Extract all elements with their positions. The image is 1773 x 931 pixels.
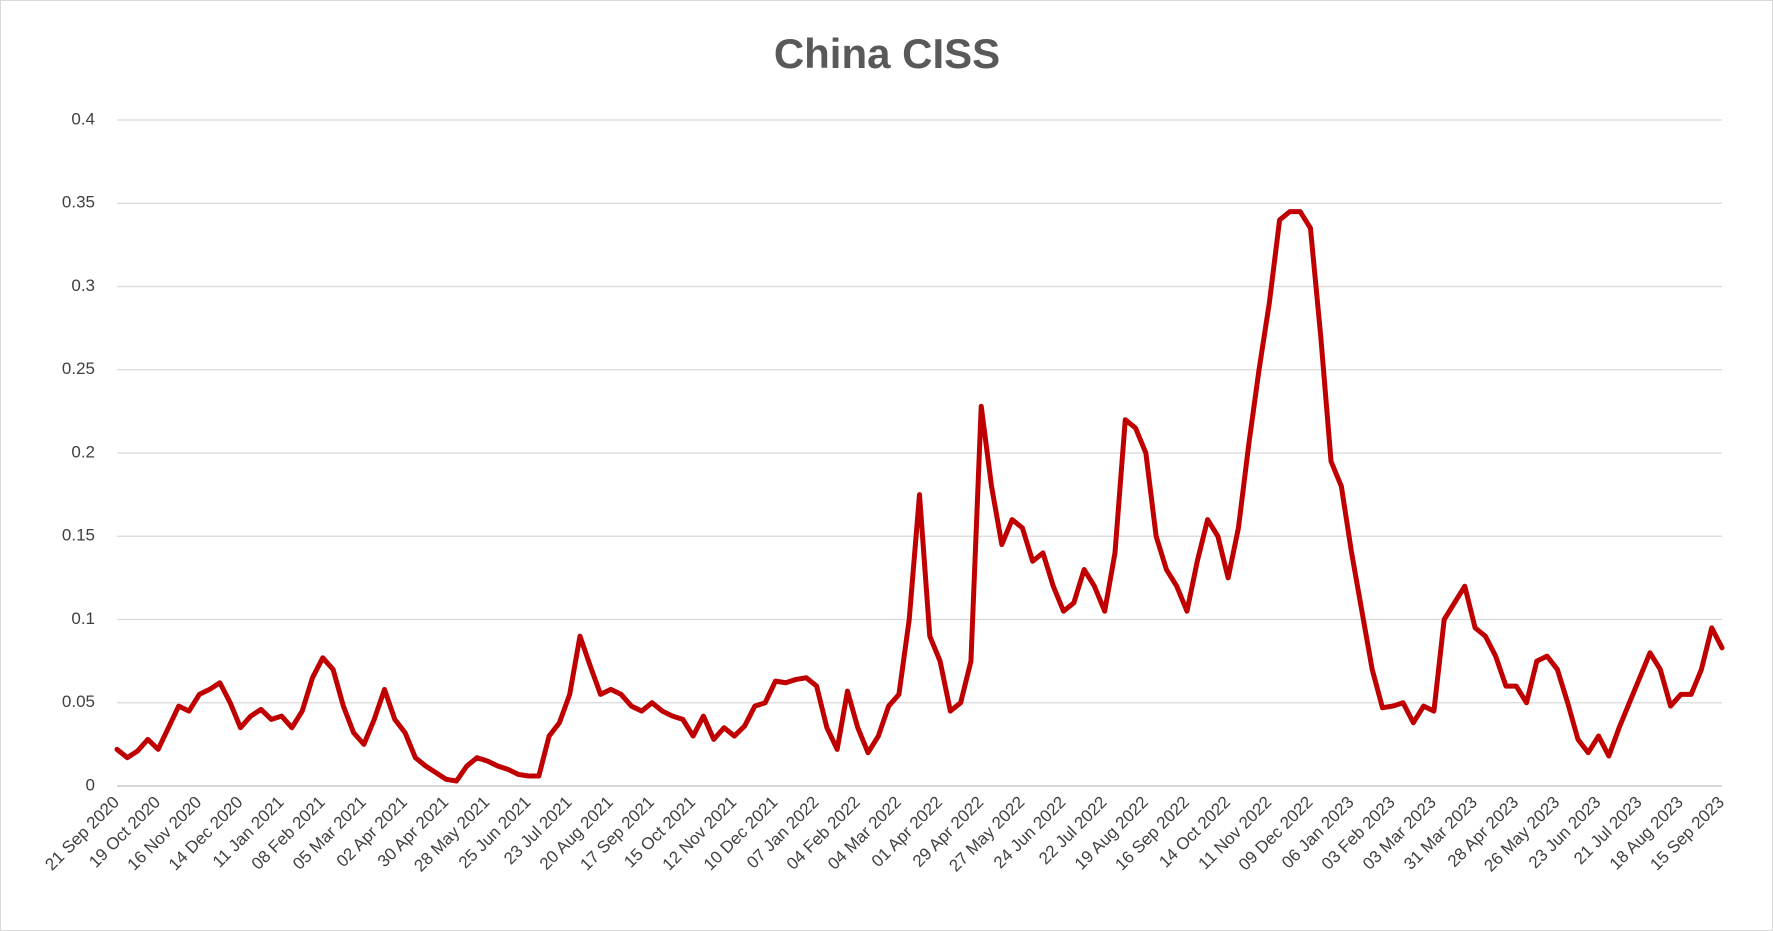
y-tick-label: 0 [86, 775, 95, 794]
y-tick-label: 0.1 [71, 609, 95, 628]
y-tick-label: 0.35 [62, 193, 95, 212]
y-tick-label: 0.2 [71, 442, 95, 461]
y-tick-label: 0.15 [62, 526, 95, 545]
y-tick-label: 0.3 [71, 276, 95, 295]
chart-title: China CISS [774, 30, 1000, 77]
y-tick-label: 0.25 [62, 359, 95, 378]
data-line [114, 209, 1725, 784]
y-tick-label: 0.4 [71, 109, 95, 128]
y-tick-label: 0.05 [62, 692, 95, 711]
